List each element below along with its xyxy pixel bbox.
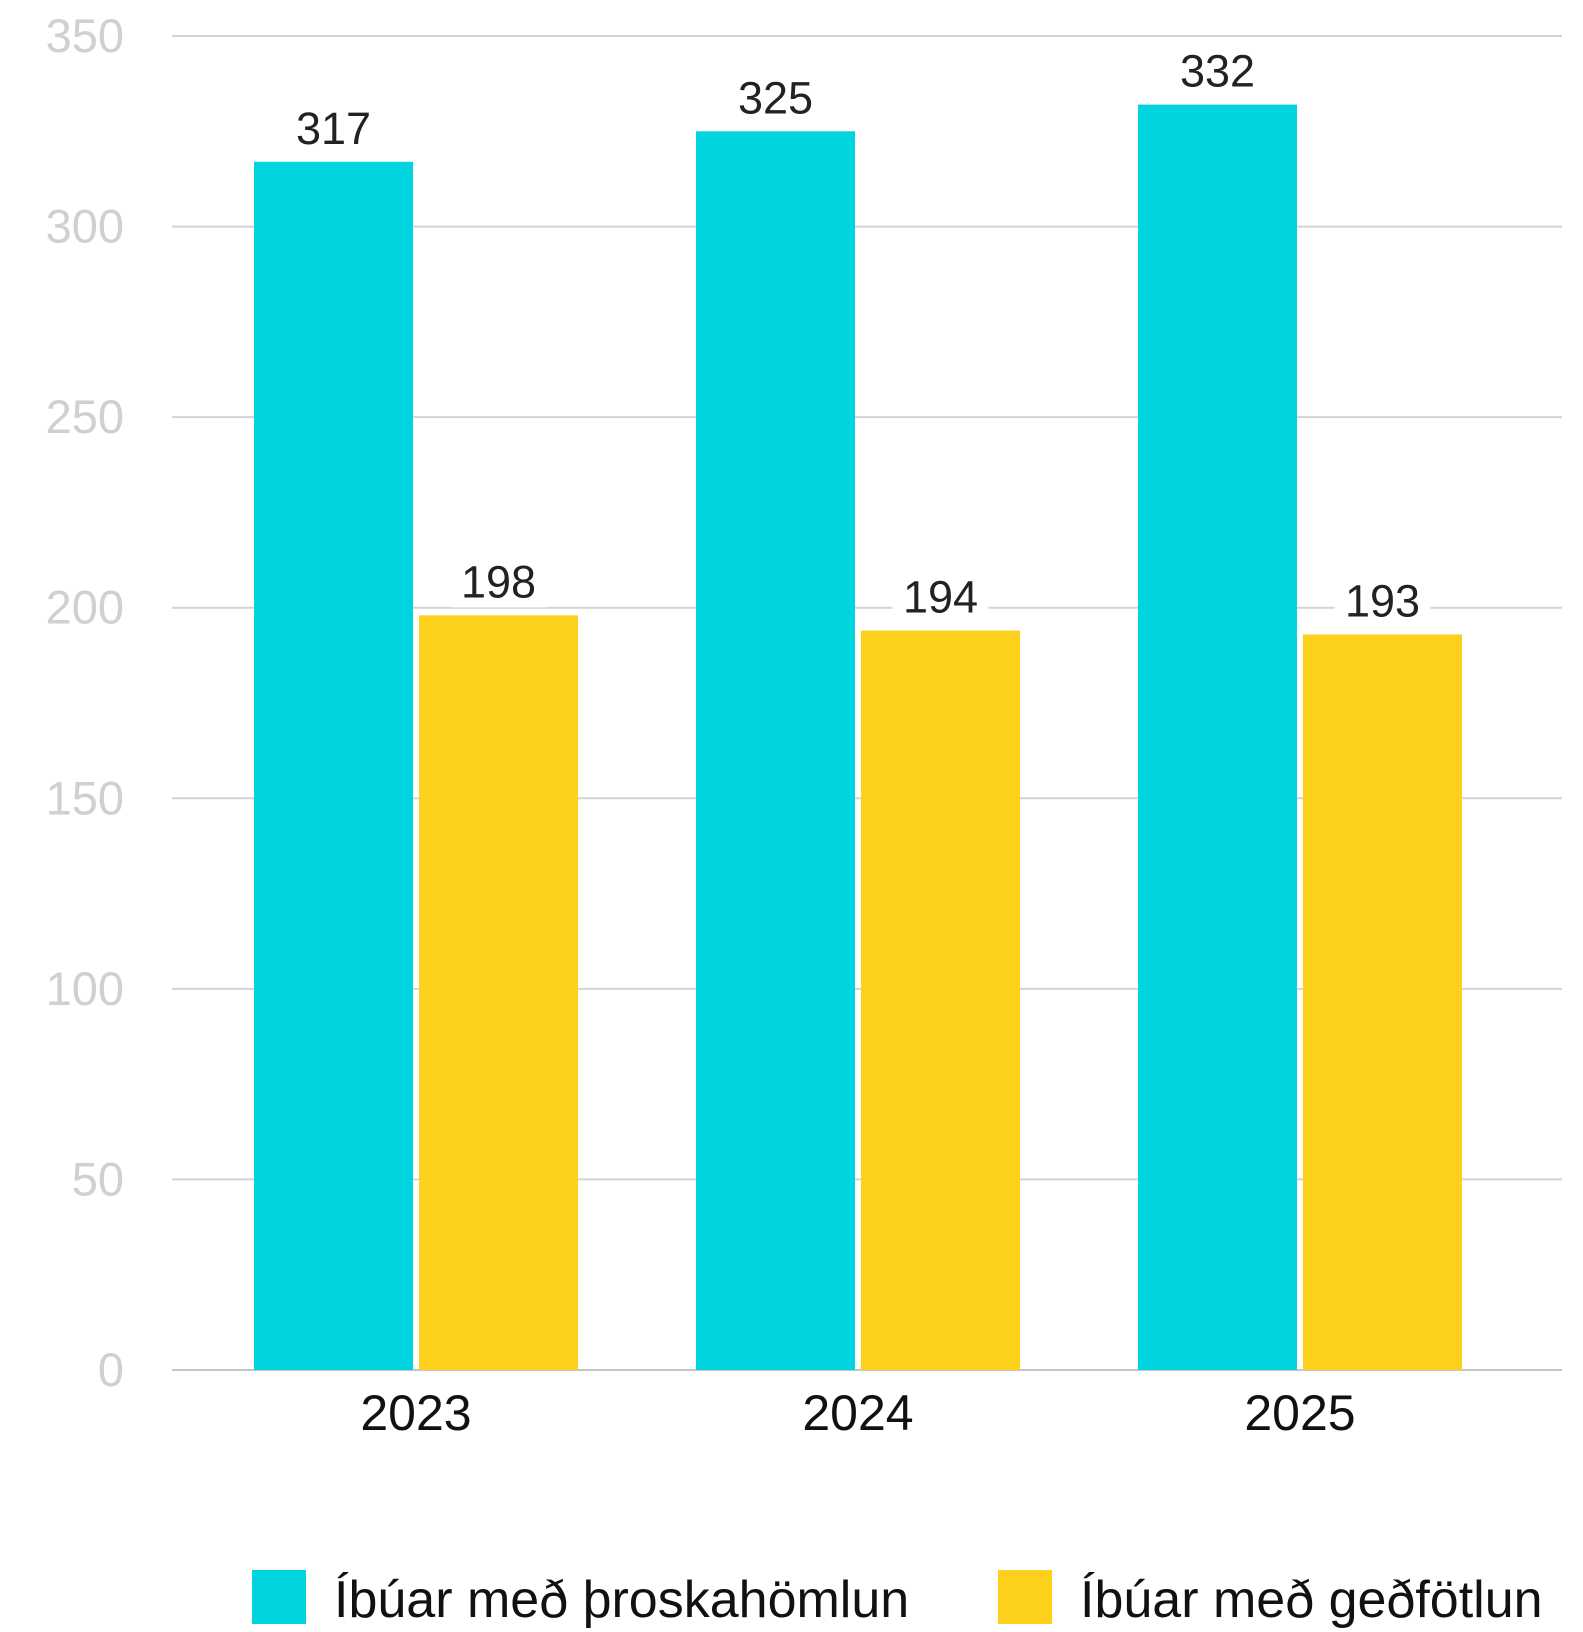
data-label-2023-series-2: 198 bbox=[461, 556, 536, 607]
y-tick-label: 250 bbox=[46, 390, 124, 443]
y-axis-ticks: 0 50 100 150 200 250 300 350 bbox=[46, 9, 124, 1396]
data-label-background bbox=[1169, 42, 1266, 97]
bar-2023-series-2 bbox=[419, 615, 578, 1370]
bar-2025-series-2 bbox=[1303, 634, 1462, 1370]
data-label-2023-series-1: 317 bbox=[296, 103, 371, 154]
x-tick-label-2025: 2025 bbox=[1244, 1385, 1355, 1441]
legend[interactable]: Íbúar með þroskahömlun Íbúar með geðfötlu… bbox=[252, 1570, 1543, 1629]
bar-2023-series-1 bbox=[254, 161, 413, 1371]
data-label-background bbox=[727, 69, 824, 124]
bar-2025-series-1 bbox=[1138, 104, 1297, 1370]
y-tick-label: 50 bbox=[72, 1152, 124, 1205]
legend-item-1[interactable]: Íbúar með þroskahömlun bbox=[252, 1570, 909, 1629]
y-tick-label: 0 bbox=[98, 1343, 124, 1396]
legend-label: Íbúar með geðfötlun bbox=[1080, 1571, 1543, 1629]
data-label-2024-series-1: 325 bbox=[738, 72, 813, 123]
data-label-background bbox=[450, 553, 547, 608]
legend-item-2[interactable]: Íbúar með geðfötlun bbox=[998, 1570, 1543, 1629]
x-tick-label-2024: 2024 bbox=[802, 1385, 913, 1441]
y-tick-label: 300 bbox=[46, 200, 124, 253]
x-tick-label-2023: 2023 bbox=[360, 1385, 471, 1441]
legend-label: Íbúar með þroskahömlun bbox=[334, 1571, 909, 1629]
data-label-2024-series-2: 194 bbox=[903, 572, 978, 623]
data-label-2025-series-2: 193 bbox=[1345, 575, 1420, 626]
data-label-background bbox=[1334, 572, 1431, 627]
x-axis-ticks: 2023 2024 2025 bbox=[360, 1385, 1355, 1441]
y-tick-label: 100 bbox=[46, 962, 124, 1015]
y-tick-label: 350 bbox=[46, 9, 124, 62]
data-label-background bbox=[892, 568, 989, 623]
bars bbox=[254, 104, 1462, 1371]
data-label-2025-series-1: 332 bbox=[1180, 46, 1255, 97]
data-labels: 317 198 325 194 332 193 bbox=[285, 42, 1431, 627]
bar-2024-series-1 bbox=[696, 131, 855, 1370]
legend-swatch bbox=[998, 1570, 1052, 1624]
legend-swatch bbox=[252, 1570, 306, 1624]
y-tick-label: 150 bbox=[46, 771, 124, 824]
data-label-background bbox=[285, 99, 382, 154]
bar-2024-series-2 bbox=[861, 630, 1020, 1370]
y-tick-label: 200 bbox=[46, 581, 124, 634]
